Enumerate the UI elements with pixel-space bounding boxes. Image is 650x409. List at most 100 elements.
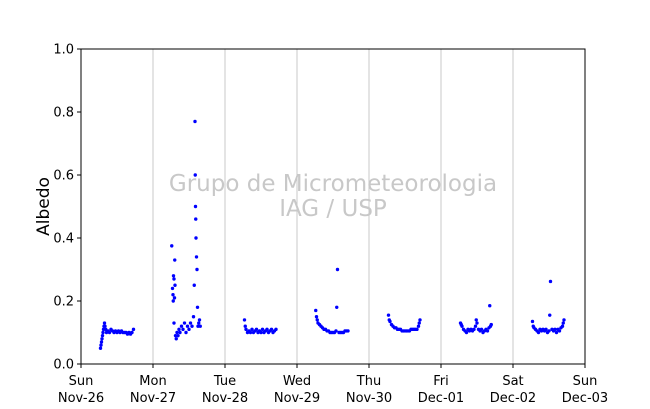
- data-point: [548, 279, 553, 284]
- vertical-gridlines: [152, 49, 514, 364]
- watermark-line-1: Grupo de Micrometeorologia: [169, 171, 497, 197]
- data-point: [193, 204, 198, 209]
- data-point: [198, 324, 202, 328]
- data-point: [485, 329, 490, 333]
- data-point: [99, 343, 103, 347]
- data-point: [274, 327, 278, 332]
- data-point: [474, 318, 478, 322]
- plot-frame: [80, 48, 586, 365]
- data-point: [547, 329, 551, 333]
- data-point: [177, 327, 181, 332]
- data-point: [131, 327, 136, 332]
- data-point: [193, 173, 197, 177]
- data-point: [130, 330, 134, 335]
- data-point: [544, 327, 548, 332]
- x-tick-day: Wed: [283, 374, 311, 389]
- data-point: [194, 236, 198, 240]
- y-tick-label: 0.0: [53, 358, 74, 373]
- data-point: [315, 318, 319, 322]
- data-point: [475, 321, 479, 325]
- data-point: [170, 286, 175, 291]
- data-point: [197, 318, 202, 322]
- data-point: [553, 327, 557, 332]
- data-point: [416, 324, 421, 328]
- data-point: [335, 305, 339, 309]
- data-point: [195, 267, 199, 272]
- data-point: [464, 330, 469, 335]
- data-point: [314, 308, 318, 313]
- data-point: [173, 333, 178, 338]
- data-point: [172, 277, 176, 281]
- data-point: [190, 324, 194, 328]
- data-point: [386, 313, 391, 317]
- data-point: [194, 255, 199, 259]
- data-point: [173, 283, 177, 287]
- data-point: [554, 330, 559, 335]
- x-tick-date: Dec-01: [418, 391, 464, 406]
- data-point: [548, 313, 552, 317]
- data-point: [415, 327, 419, 332]
- y-tick-label: 0.8: [53, 106, 74, 121]
- data-point: [560, 324, 565, 328]
- x-tick-date: Nov-27: [130, 391, 176, 406]
- data-point: [260, 327, 265, 332]
- y-tick-label: 0.2: [53, 295, 74, 310]
- data-point: [536, 330, 541, 335]
- data-point: [259, 330, 263, 335]
- data-point: [254, 327, 259, 332]
- data-point: [248, 330, 253, 335]
- data-point: [176, 333, 180, 338]
- data-point: [244, 327, 248, 332]
- x-axis: Sun Nov-26 Mon Nov-27 Tue Nov-28 Wed Nov-29 Thu N…: [58, 364, 608, 406]
- x-tick-date: Nov-29: [274, 391, 320, 406]
- data-point: [181, 327, 185, 332]
- data-point: [171, 274, 176, 278]
- x-tick-day: Tue: [213, 374, 236, 389]
- data-point: [187, 327, 191, 332]
- data-point: [530, 319, 535, 324]
- data-points: [98, 119, 566, 350]
- data-point: [557, 329, 562, 333]
- y-tick-label: 0.4: [53, 232, 74, 247]
- x-tick-date: Nov-30: [346, 391, 392, 406]
- y-axis-label: Albedo: [34, 177, 54, 236]
- data-point: [185, 324, 190, 328]
- data-point: [107, 330, 112, 335]
- y-tick-label: 1.0: [53, 43, 74, 58]
- data-point: [171, 293, 175, 297]
- data-point: [172, 296, 177, 300]
- x-tick-date: Dec-02: [490, 391, 536, 406]
- data-point: [417, 321, 421, 325]
- data-point: [561, 321, 565, 325]
- data-point: [243, 324, 247, 328]
- y-tick-label: 0.6: [53, 169, 74, 184]
- data-point: [488, 304, 492, 308]
- data-point: [100, 333, 105, 338]
- data-point: [562, 318, 566, 322]
- data-point: [334, 329, 338, 333]
- data-point: [473, 324, 478, 328]
- x-tick-day: Sat: [502, 374, 523, 389]
- data-point: [182, 321, 187, 325]
- x-tick-day: Sun: [573, 374, 598, 389]
- data-point: [174, 337, 178, 341]
- x-tick-date: Dec-03: [562, 391, 608, 406]
- data-point: [250, 327, 254, 332]
- data-point: [102, 321, 107, 325]
- data-point: [191, 315, 196, 319]
- data-point: [184, 330, 188, 335]
- x-tick-day: Sun: [69, 374, 94, 389]
- x-tick-day: Thu: [356, 374, 381, 389]
- data-point: [172, 321, 176, 325]
- x-tick-date: Nov-28: [202, 391, 248, 406]
- x-tick-day: Mon: [139, 374, 166, 389]
- data-point: [197, 321, 201, 325]
- data-point: [99, 340, 104, 344]
- watermark: Grupo de Micrometeorologia IAG / USP: [169, 171, 497, 222]
- data-point: [179, 324, 184, 328]
- data-point: [170, 244, 174, 248]
- data-point: [173, 258, 177, 262]
- data-point: [175, 330, 179, 335]
- data-point: [388, 319, 392, 324]
